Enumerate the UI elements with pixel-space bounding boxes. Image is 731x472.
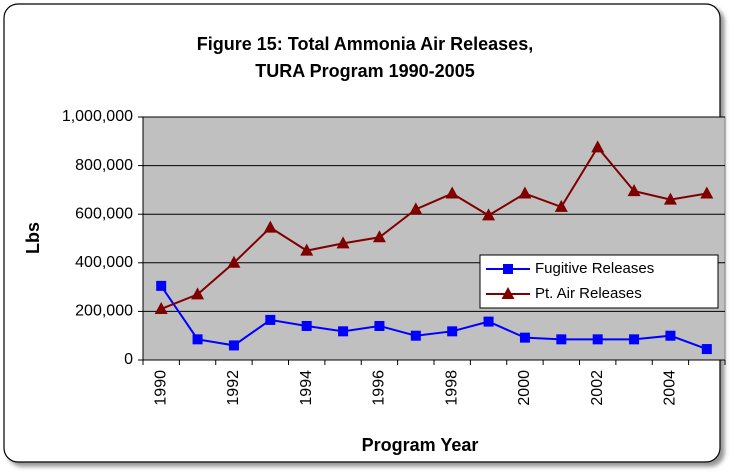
data-point [554, 199, 568, 212]
legend-label: Pt. Air Releases [535, 285, 642, 302]
x-tick-label: 2002 [589, 370, 606, 406]
series-line [160, 145, 707, 310]
legend-marker [503, 264, 513, 274]
legend-label: Fugitive Releases [535, 260, 654, 277]
y-tick-label: 0 [124, 351, 133, 368]
data-point [556, 334, 567, 345]
data-point [336, 236, 350, 249]
data-point [156, 280, 167, 291]
data-point [154, 301, 168, 314]
data-point [591, 140, 605, 153]
y-tick-label: 800,000 [75, 157, 133, 174]
data-point [227, 255, 241, 268]
data-point [338, 326, 349, 337]
data-point [518, 186, 532, 199]
y-tick-label: 600,000 [75, 205, 133, 222]
data-point [663, 192, 677, 205]
x-axis-title: Program Year [362, 435, 479, 455]
y-tick-label: 1,000,000 [62, 108, 133, 125]
data-point [410, 330, 421, 341]
chart-subtitle: TURA Program 1990-2005 [255, 61, 474, 81]
data-point [300, 243, 314, 256]
x-tick-label: 1998 [443, 370, 460, 406]
data-point [372, 230, 386, 243]
plot-area [142, 116, 726, 361]
data-point [627, 184, 641, 197]
data-point [192, 334, 203, 345]
data-point [665, 330, 676, 341]
data-point [228, 340, 239, 351]
chart-title: Figure 15: Total Ammonia Air Releases, [197, 34, 533, 54]
data-point [519, 332, 530, 343]
x-tick-label: 1992 [225, 370, 242, 406]
x-tick-label: 1990 [152, 370, 169, 406]
data-point [592, 334, 603, 345]
x-tick-label: 1994 [298, 370, 315, 406]
data-point [409, 202, 423, 215]
data-point [701, 344, 712, 355]
data-point [447, 326, 458, 337]
data-point [629, 334, 640, 345]
data-point [263, 220, 277, 233]
x-tick-label: 1996 [371, 370, 388, 406]
data-point [265, 314, 276, 325]
data-point [445, 186, 459, 199]
legend-marker [501, 287, 515, 299]
data-point [482, 208, 496, 221]
data-point [483, 316, 494, 327]
y-tick-label: 400,000 [75, 254, 133, 271]
y-axis-title: Lbs [23, 222, 43, 254]
data-point [191, 287, 205, 300]
data-point [301, 320, 312, 331]
x-tick-label: 2004 [662, 370, 679, 406]
y-tick-label: 200,000 [75, 303, 133, 320]
x-tick-label: 2000 [516, 370, 533, 406]
legend-box [479, 254, 719, 309]
data-point [374, 320, 385, 331]
series-line [160, 285, 708, 351]
data-point [700, 186, 714, 199]
